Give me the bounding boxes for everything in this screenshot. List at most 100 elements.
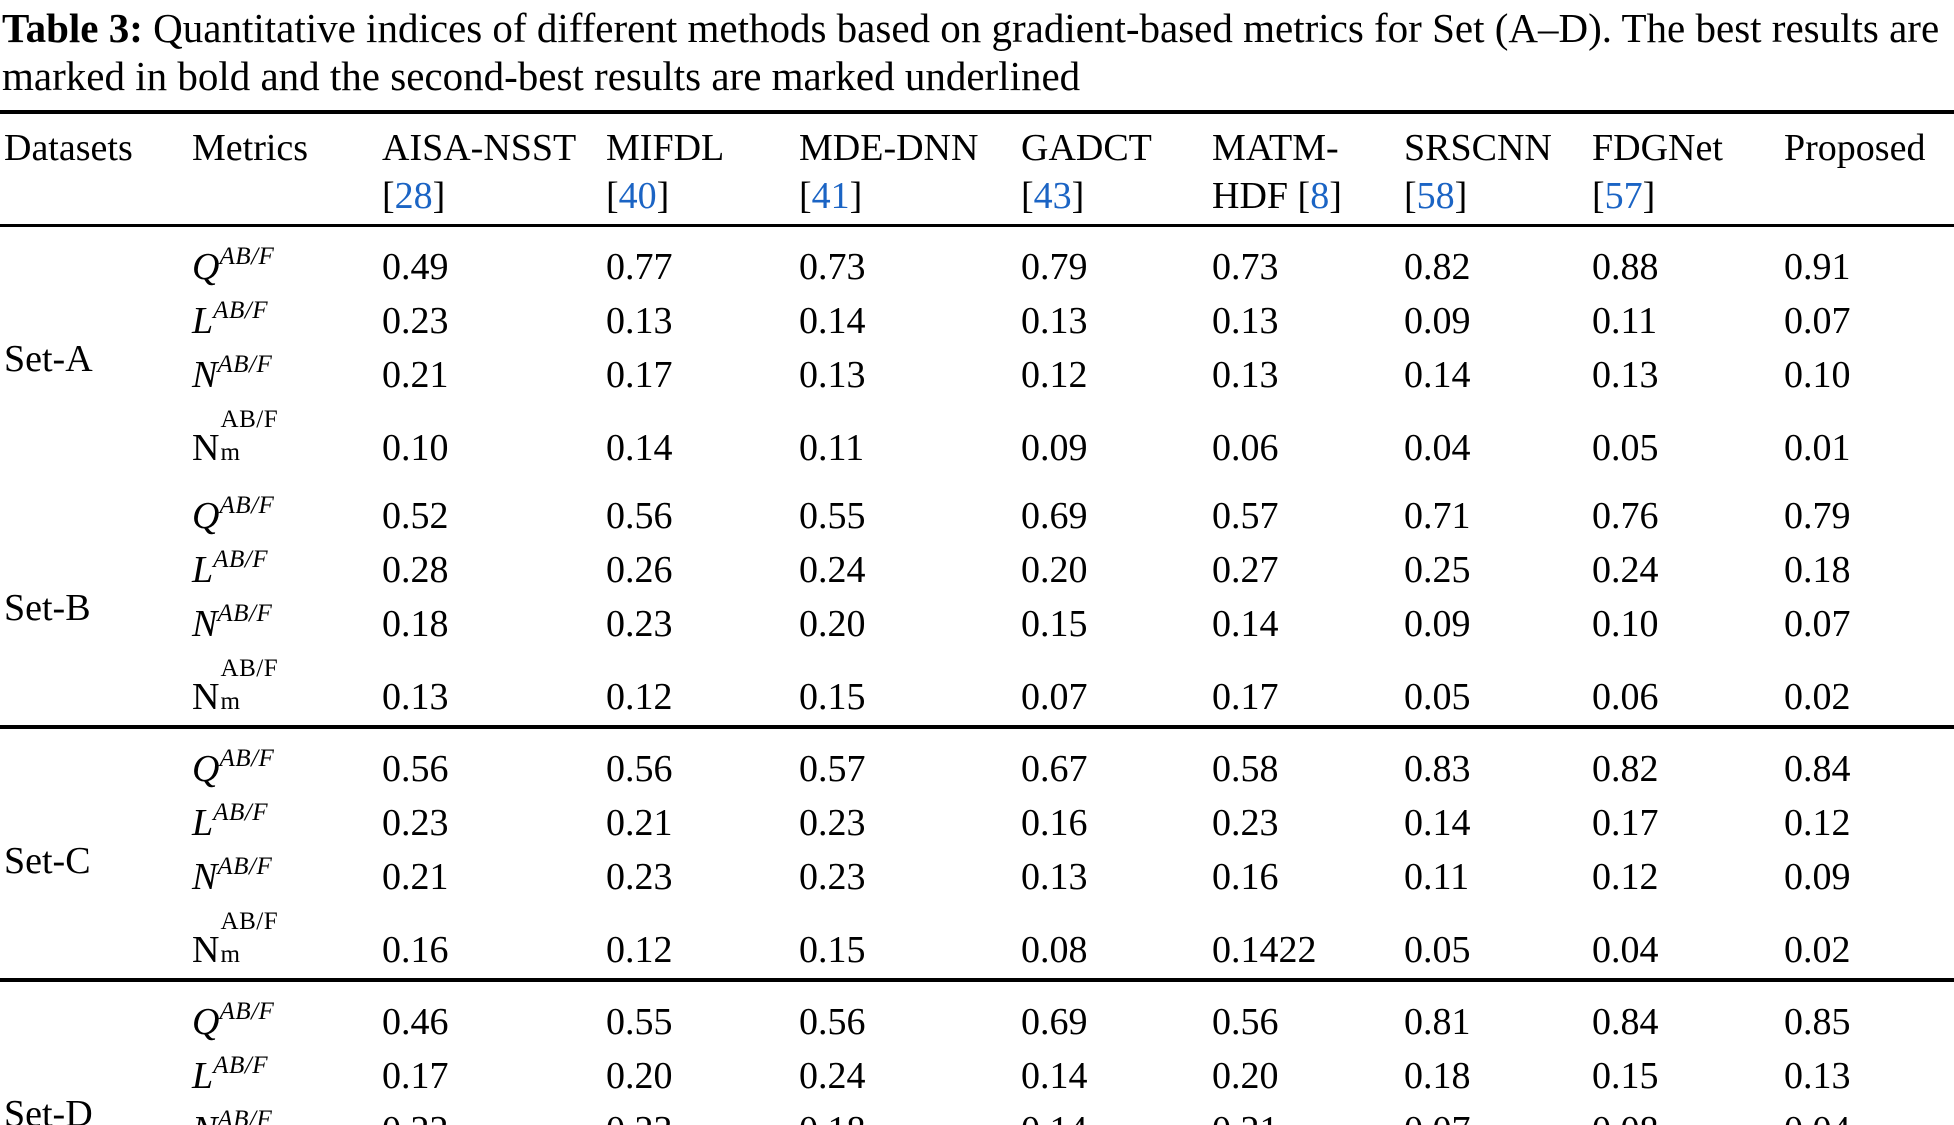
value-cell: 0.24 [799, 548, 866, 591]
value-cell: 0.23 [799, 855, 866, 898]
col-header-mifdl: MIFDL [40] [602, 112, 795, 226]
value-cell: 0.16 [1212, 855, 1279, 898]
metric-base: L [192, 299, 214, 342]
value-cell: 0.27 [1212, 548, 1279, 591]
value-cell: 0.83 [1404, 747, 1471, 790]
value-cell: 0.21 [1208, 1101, 1400, 1125]
table-caption: Table 3: Quantitative indices of differe… [0, 0, 1954, 110]
value-cell: 0.14 [799, 299, 866, 342]
value-cell: 0.85 [1784, 1000, 1851, 1043]
citation: HDF [8] [1212, 174, 1342, 217]
metric-base: N [192, 353, 218, 396]
group-set-c: Set-C QAB/F 0.56 0.56 0.57 0.67 0.58 0.83 0.82 0.… [0, 726, 1954, 980]
table-row: Set-A QAB/F 0.49 0.77 0.73 0.79 0.73 0.82 0.88 0.… [0, 225, 1954, 380]
metric-base: L [192, 548, 214, 591]
value-cell: 0.55 [606, 1000, 673, 1043]
value-cell: 0.20 [1021, 548, 1088, 591]
value-cell: 0.82 [1404, 245, 1471, 288]
metric-label: NAB/F [188, 1101, 378, 1125]
value-cell: 0.79 [1021, 245, 1088, 288]
metric-label: LAB/F [188, 794, 378, 848]
value-cell: 0.11 [1404, 855, 1470, 898]
col-header-mde-dnn: MDE-DNN [41] [795, 112, 1017, 226]
citation-link[interactable]: 8 [1310, 174, 1330, 217]
value-cell: 0.06 [1592, 675, 1659, 718]
value-cell: 0.23 [382, 299, 449, 342]
citation-link[interactable]: 57 [1604, 174, 1643, 217]
value-cell: 0.13 [1592, 353, 1659, 396]
table-row: N AB/F m 0.10 0.14 0.11 0.09 0.06 0.04 0.05 0.01 [0, 400, 1954, 476]
table-row: Set-B QAB/F 0.52 0.56 0.55 0.69 0.57 0.71 0.76 0.… [0, 476, 1954, 629]
value-cell: 0.01 [1784, 426, 1851, 469]
value-cell: 0.23 [799, 801, 866, 844]
metric-label: QAB/F [188, 980, 378, 1047]
value-cell: 0.23 [602, 1101, 795, 1125]
value-cell: 0.10 [1592, 602, 1659, 645]
value-cell: 0.13 [1212, 353, 1279, 396]
metric-label: N AB/F m [188, 902, 378, 980]
citation: [43] [1021, 174, 1085, 217]
metric-superscript: AB/F [219, 492, 275, 520]
value-cell: 0.81 [1404, 1000, 1471, 1043]
table-row: NAB/F0.220.230.180.140.210.070.080.04 [0, 1101, 1954, 1125]
citation: [28] [382, 174, 446, 217]
metric-scripts: AB/F m [219, 655, 306, 715]
value-cell: 0.10 [1784, 353, 1851, 396]
value-cell: 0.17 [382, 1054, 449, 1097]
value-cell: 0.23 [382, 801, 449, 844]
value-cell: 0.06 [1212, 426, 1279, 469]
value-cell: 0.23 [606, 855, 673, 898]
metric-base: Q [192, 245, 220, 288]
value-cell: 0.20 [606, 1054, 673, 1097]
value-cell: 0.14 [1404, 353, 1471, 396]
value-cell: 0.15 [799, 675, 866, 718]
value-cell: 0.24 [799, 1054, 866, 1097]
value-cell: 0.11 [1592, 299, 1658, 342]
value-cell: 0.04 [1404, 426, 1471, 469]
citation-link[interactable]: 43 [1033, 174, 1072, 217]
value-cell: 0.09 [1404, 299, 1471, 342]
citation: [57] [1592, 174, 1656, 217]
citation-link[interactable]: 58 [1416, 174, 1455, 217]
value-cell: 0.13 [1021, 855, 1088, 898]
group-set-b: Set-B QAB/F 0.52 0.56 0.55 0.69 0.57 0.71 0.76 0.… [0, 476, 1954, 727]
value-cell: 0.28 [382, 548, 449, 591]
metric-label: NAB/F [188, 848, 378, 902]
metric-base: N [192, 675, 220, 718]
col-header-srscnn: SRSCNN [58] [1400, 112, 1588, 226]
value-cell: 0.21 [382, 353, 449, 396]
value-cell: 0.09 [1021, 426, 1088, 469]
citation: [40] [606, 174, 670, 217]
metric-base: N [192, 1109, 217, 1125]
value-cell: 0.05 [1592, 426, 1659, 469]
value-cell: 0.17 [1212, 675, 1279, 718]
value-cell: 0.52 [382, 494, 449, 537]
metric-label: LAB/F [188, 292, 378, 346]
table-row: Set-C QAB/F 0.56 0.56 0.57 0.67 0.58 0.83 0.82 0.… [0, 727, 1954, 882]
value-cell: 0.14 [1212, 602, 1279, 645]
value-cell: 0.09 [1404, 602, 1471, 645]
citation-link[interactable]: 41 [811, 174, 850, 217]
value-cell: 0.15 [799, 928, 866, 971]
citation-link[interactable]: 28 [394, 174, 433, 217]
value-cell: 0.88 [1592, 245, 1659, 288]
value-cell: 0.13 [606, 299, 673, 342]
value-cell: 0.11 [799, 426, 865, 469]
citation-link[interactable]: 40 [618, 174, 657, 217]
value-cell: 0.08 [1588, 1101, 1780, 1125]
value-cell: 0.77 [606, 245, 673, 288]
metric-scripts: AB/F m [219, 406, 306, 466]
value-cell: 0.14 [1404, 801, 1471, 844]
metric-superscript: AB/F [217, 600, 273, 628]
value-cell: 0.18 [382, 602, 449, 645]
dataset-label: Set-D [4, 1092, 93, 1125]
metric-label: N AB/F m [188, 400, 378, 476]
metric-subscript: m [220, 438, 240, 466]
value-cell: 0.22 [378, 1101, 602, 1125]
value-cell: 0.15 [1021, 602, 1088, 645]
value-cell: 0.23 [606, 602, 673, 645]
value-cell: 0.07 [1021, 675, 1088, 718]
table-row: Set-D QAB/F 0.46 0.55 0.56 0.69 0.56 0.81 0.84 0.… [0, 980, 1954, 1125]
metric-superscript: AB/F [213, 1052, 269, 1080]
metric-base: Q [192, 494, 220, 537]
